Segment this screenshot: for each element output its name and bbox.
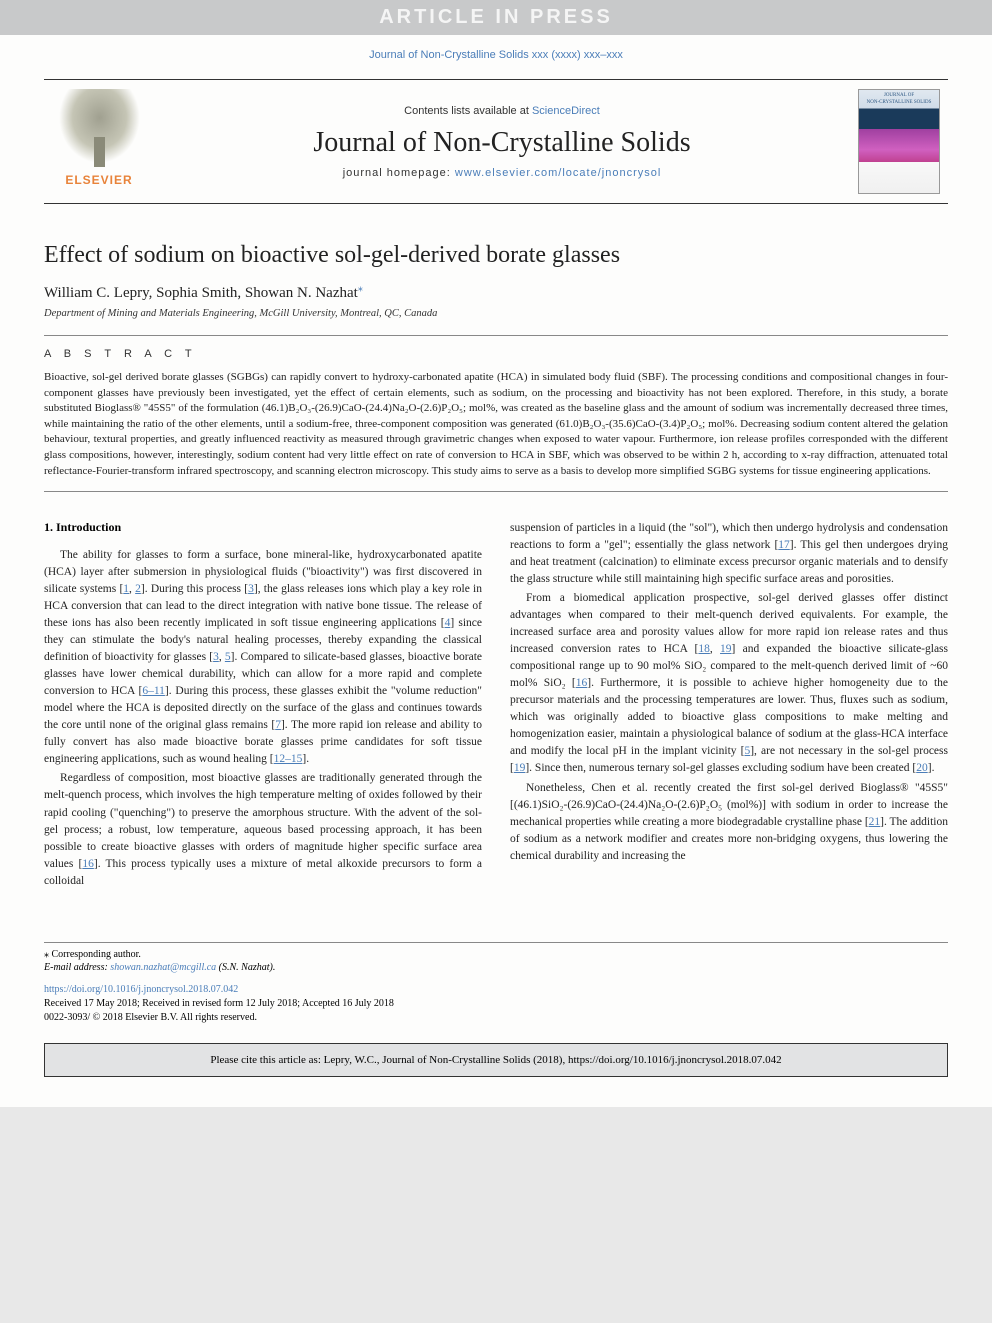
- article-body: Effect of sodium on bioactive sol-gel-de…: [0, 204, 992, 912]
- publisher-logo-block: ELSEVIER: [44, 80, 154, 203]
- masthead-center: Contents lists available at ScienceDirec…: [154, 80, 850, 203]
- paragraph: suspension of particles in a liquid (the…: [510, 520, 948, 588]
- ref-link[interactable]: 19: [514, 762, 526, 774]
- authors-list: William C. Lepry, Sophia Smith, Showan N…: [44, 285, 358, 301]
- elsevier-tree-icon: [52, 89, 147, 171]
- ref-link[interactable]: 18: [698, 643, 710, 655]
- authors: William C. Lepry, Sophia Smith, Showan N…: [44, 283, 948, 302]
- journal-ref-top: Journal of Non-Crystalline Solids xxx (x…: [0, 35, 992, 79]
- article-title: Effect of sodium on bioactive sol-gel-de…: [44, 242, 948, 269]
- journal-homepage-link[interactable]: www.elsevier.com/locate/jnoncrysol: [455, 167, 661, 179]
- corresponding-marker[interactable]: ⁎: [358, 283, 363, 294]
- email-link[interactable]: showan.nazhat@mcgill.ca: [110, 962, 216, 973]
- footer-correspondence: ⁎ Corresponding author. E-mail address: …: [44, 942, 948, 973]
- journal-cover-thumbnail: [858, 89, 940, 194]
- left-column: 1. Introduction The ability for glasses …: [44, 520, 482, 891]
- divider: [44, 335, 948, 336]
- paragraph: Nonetheless, Chen et al. recently create…: [510, 780, 948, 865]
- right-column: suspension of particles in a liquid (the…: [510, 520, 948, 891]
- affiliation: Department of Mining and Materials Engin…: [44, 308, 948, 319]
- paragraph: Regardless of composition, most bioactiv…: [44, 770, 482, 889]
- homepage-prefix: journal homepage:: [343, 167, 455, 179]
- text-run: ]. Since then, numerous ternary sol-gel …: [525, 762, 916, 774]
- elsevier-label: ELSEVIER: [52, 173, 147, 187]
- section-1-heading: 1. Introduction: [44, 520, 482, 535]
- divider: [44, 491, 948, 492]
- abstract-label: A B S T R A C T: [44, 348, 948, 360]
- email-suffix: (S.N. Nazhat).: [216, 962, 275, 973]
- text-run: ].: [928, 762, 935, 774]
- journal-title: Journal of Non-Crystalline Solids: [313, 127, 690, 159]
- text-run: ]. During this process [: [141, 583, 248, 595]
- ref-link[interactable]: 17: [778, 539, 790, 551]
- journal-homepage-line: journal homepage: www.elsevier.com/locat…: [343, 167, 662, 179]
- article-in-press-banner: ARTICLE IN PRESS: [0, 0, 992, 35]
- email-prefix: E-mail address:: [44, 962, 110, 973]
- contents-prefix: Contents lists available at: [404, 105, 532, 117]
- doi-block: https://doi.org/10.1016/j.jnoncrysol.201…: [44, 983, 948, 1025]
- email-line: E-mail address: showan.nazhat@mcgill.ca …: [44, 962, 948, 973]
- sciencedirect-link[interactable]: ScienceDirect: [532, 105, 600, 117]
- cite-as-box: Please cite this article as: Lepry, W.C.…: [44, 1043, 948, 1077]
- paragraph: From a biomedical application prospectiv…: [510, 590, 948, 777]
- contents-available-line: Contents lists available at ScienceDirec…: [404, 105, 600, 117]
- text-run: ,: [710, 643, 720, 655]
- ref-link[interactable]: 16: [576, 677, 588, 689]
- abstract-text: Bioactive, sol-gel derived borate glasse…: [44, 370, 948, 479]
- text-run: ].: [302, 753, 309, 765]
- corresponding-author: ⁎ Corresponding author.: [44, 949, 948, 960]
- page: ARTICLE IN PRESS Journal of Non-Crystall…: [0, 0, 992, 1107]
- doi-link[interactable]: https://doi.org/10.1016/j.jnoncrysol.201…: [44, 984, 238, 995]
- ref-link[interactable]: 21: [869, 816, 881, 828]
- text-run: ]. This process typically uses a mixture…: [44, 858, 482, 887]
- cover-thumb-block: [850, 80, 948, 203]
- ref-link[interactable]: 6–11: [142, 685, 165, 697]
- text-run: Regardless of composition, most bioactiv…: [44, 772, 482, 869]
- paragraph: The ability for glasses to form a surfac…: [44, 547, 482, 768]
- ref-link[interactable]: 16: [82, 858, 94, 870]
- ref-link[interactable]: 12–15: [274, 753, 303, 765]
- received-dates: Received 17 May 2018; Received in revise…: [44, 997, 948, 1011]
- masthead: ELSEVIER Contents lists available at Sci…: [44, 79, 948, 204]
- elsevier-logo: ELSEVIER: [52, 89, 147, 194]
- copyright-line: 0022-3093/ © 2018 Elsevier B.V. All righ…: [44, 1011, 948, 1025]
- ref-link[interactable]: 20: [916, 762, 928, 774]
- ref-link[interactable]: 19: [720, 643, 732, 655]
- two-column-body: 1. Introduction The ability for glasses …: [44, 520, 948, 891]
